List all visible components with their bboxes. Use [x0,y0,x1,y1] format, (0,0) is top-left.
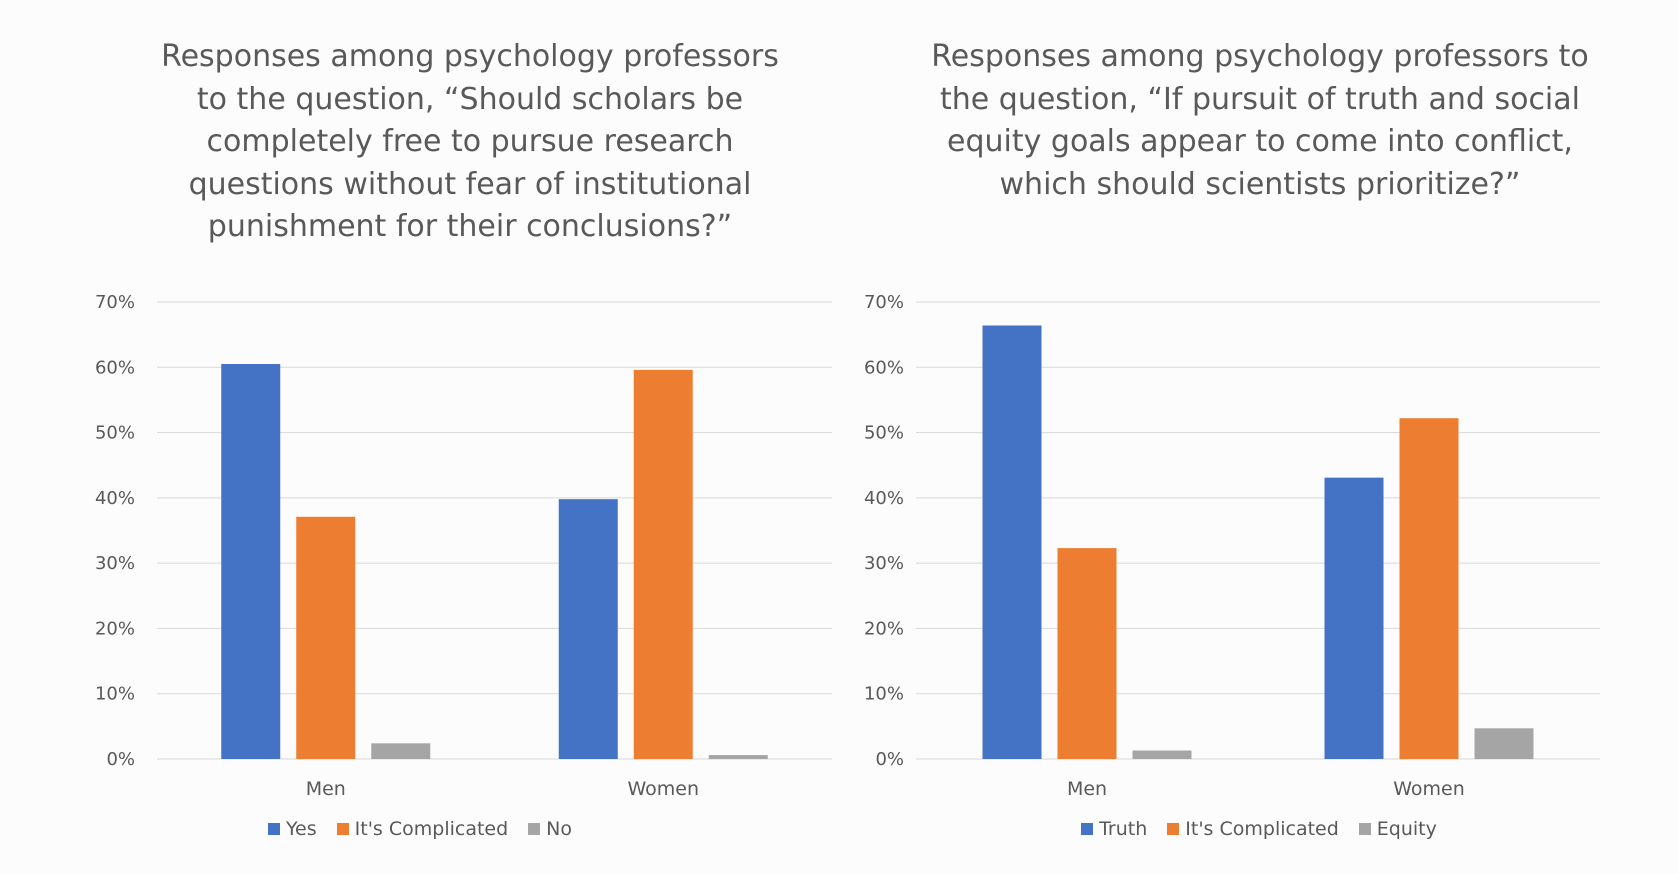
bar-women-no [708,755,768,759]
y-tick-label: 0% [875,749,904,770]
legend-item-yes: Yes [267,818,317,840]
bar-men-yes [221,364,281,759]
y-tick-label: 40% [864,488,904,509]
chart-right: Responses among psychology professors to… [840,0,1678,874]
legend-label: It's Complicated [354,818,509,840]
y-tick-label: 20% [864,618,904,639]
bar-men-no [371,743,431,759]
x-category-label: Women [1393,778,1465,800]
legend-label: Equity [1376,818,1437,840]
y-tick-label: 10% [864,684,904,705]
bar-women-yes [558,499,618,759]
legend-item-equity: Equity [1358,818,1437,840]
legend-label: Truth [1099,818,1148,840]
y-tick-label: 70% [864,292,904,313]
y-tick-label: 10% [95,684,135,705]
y-tick-label: 70% [95,292,135,313]
legend-item-complicated: It's Complicated [336,818,509,840]
legend-label: Yes [285,818,317,840]
y-tick-label: 0% [106,749,135,770]
y-tick-label: 50% [95,423,135,444]
legend-item-complicated: It's Complicated [1167,818,1339,840]
bar-women-it-s-complicated [1399,418,1459,759]
bar-men-truth [982,325,1042,759]
bar-women-equity [1474,728,1534,759]
bar-men-it-s-complicated [1057,548,1117,759]
legend-label: No [546,818,573,840]
bar-women-truth [1324,477,1384,759]
x-category-label: Women [627,778,699,800]
legend-swatch [528,823,541,835]
legend-item-truth: Truth [1081,818,1147,840]
legend-swatch [1358,823,1371,835]
bar-men-it-s-complicated [296,516,356,759]
chart-left: Responses among psychology professors to… [0,39,840,840]
legend-swatch [267,823,280,835]
plot-area: 0% 10% 20% 30% 40% 50% 60% 70% Men Women [864,292,1600,800]
y-tick-label: 50% [864,423,904,444]
y-tick-label: 60% [95,357,135,378]
plot-area: 0% 10% 20% 30% 40% 50% 60% 70% Men Women [95,292,832,800]
bar-women-it-s-complicated [633,369,693,759]
chart-title: Responses among psychology professors to… [161,39,779,244]
legend: Yes It's Complicated No [0,818,840,840]
x-category-label: Men [1067,778,1107,800]
y-tick-label: 20% [95,618,135,639]
legend-swatch [336,823,349,835]
legend-label: It's Complicated [1185,818,1339,840]
y-tick-label: 40% [95,488,135,509]
chart-title: Responses among psychology professors to… [931,39,1589,202]
legend-swatch [1081,823,1094,835]
legend-item-no: No [528,818,572,840]
legend-swatch [1167,823,1180,835]
y-tick-label: 60% [864,357,904,378]
legend: Truth It's Complicated Equity [840,818,1678,840]
y-tick-label: 30% [95,553,135,574]
y-tick-label: 30% [864,553,904,574]
bar-men-equity [1132,750,1192,759]
x-category-label: Men [306,778,346,800]
